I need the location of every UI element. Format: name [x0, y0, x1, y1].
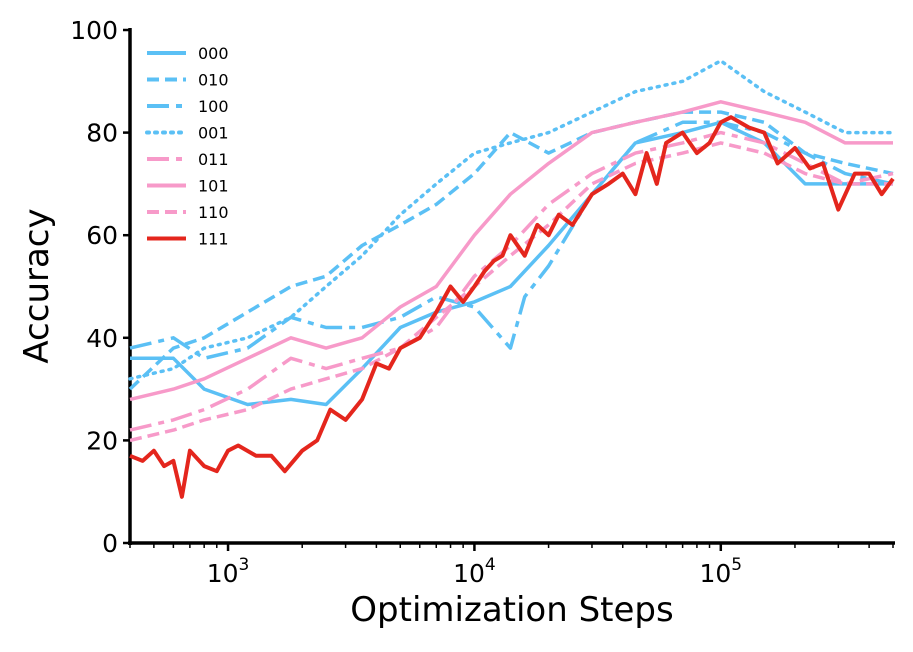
series-line-110: [129, 141, 893, 443]
y-axis-title: Accuracy: [17, 208, 57, 363]
legend-label-010: 010: [198, 71, 229, 90]
ticks-layer: 0 20 40 60 80 100 103 104 105: [70, 16, 894, 588]
legend-label-011: 011: [198, 150, 229, 169]
y-tick-label: 100: [70, 16, 118, 45]
series-line-101: [129, 100, 893, 402]
axes-layer: [128, 28, 895, 545]
series-line-011: [129, 130, 894, 432]
series-line-001: [128, 59, 895, 381]
y-tick-label: 80: [86, 119, 118, 148]
legend: 000 010 100 001 011 101 110 111: [145, 44, 229, 249]
x-tick-label: 104: [453, 555, 496, 588]
legend-label-101: 101: [198, 177, 229, 196]
series-line-010: [128, 110, 894, 391]
y-tick-label: 40: [86, 324, 118, 353]
x-axis-title: Optimization Steps: [350, 590, 673, 630]
series-layer: [128, 59, 895, 499]
y-tick-label: 0: [102, 529, 118, 558]
legend-label-111: 111: [198, 230, 229, 249]
legend-label-100: 100: [198, 97, 229, 116]
legend-label-001: 001: [198, 124, 229, 143]
series-line-111: [129, 115, 895, 499]
x-tick-label: 105: [699, 555, 742, 588]
y-tick-label: 60: [86, 221, 118, 250]
legend-label-000: 000: [198, 44, 229, 63]
y-tick-label: 20: [86, 426, 118, 455]
x-tick-label: 103: [207, 555, 250, 588]
legend-label-110: 110: [198, 203, 229, 222]
